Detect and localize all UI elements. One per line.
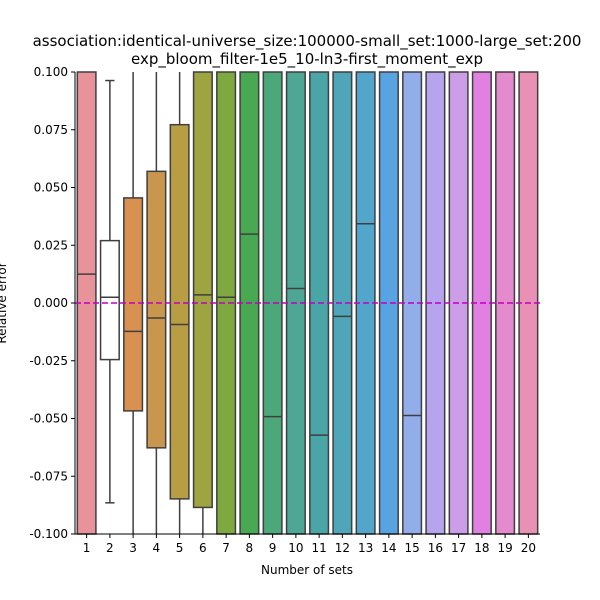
box-body xyxy=(123,197,144,412)
y-axis-label: Relative error xyxy=(0,262,9,343)
box-body xyxy=(99,239,120,361)
x-tick-label: 3 xyxy=(129,541,137,555)
box-4 xyxy=(146,72,167,534)
x-tick-label: 10 xyxy=(288,541,303,555)
x-tick-label: 12 xyxy=(335,541,350,555)
x-tick-label: 8 xyxy=(246,541,254,555)
x-tick-label: 18 xyxy=(474,541,489,555)
x-tick-label: 17 xyxy=(451,541,466,555)
box-body xyxy=(192,71,213,509)
box-2 xyxy=(99,79,120,504)
chart-title-line1: association:identical-universe_size:1000… xyxy=(33,32,582,51)
box-body xyxy=(169,123,190,500)
y-tick-label: 0.100 xyxy=(34,65,68,79)
y-tick-label: -0.075 xyxy=(29,469,68,483)
x-tick-label: 14 xyxy=(381,541,396,555)
box-series xyxy=(76,71,539,535)
x-tick-label: 1 xyxy=(83,541,91,555)
x-tick-label: 4 xyxy=(153,541,161,555)
y-tick-label: -0.100 xyxy=(29,527,68,541)
x-tick-label: 6 xyxy=(199,541,207,555)
x-tick-label: 15 xyxy=(404,541,419,555)
box-6 xyxy=(192,71,213,534)
x-tick-label: 19 xyxy=(497,541,512,555)
y-axis-ticks: -0.100 -0.075 -0.050 -0.025 0.000 0.025 0.050 0… xyxy=(29,65,75,541)
x-tick-label: 7 xyxy=(222,541,230,555)
y-tick-label: 0.050 xyxy=(34,181,68,195)
x-tick-label: 2 xyxy=(106,541,114,555)
y-tick-label: 0.075 xyxy=(34,123,68,137)
x-tick-label: 20 xyxy=(521,541,536,555)
x-tick-label: 5 xyxy=(176,541,184,555)
box-5 xyxy=(169,72,190,534)
x-axis-ticks: 1 2 3 4 5 6 7 8 9 10 11 12 13 14 15 16 17 18 19 20 xyxy=(83,534,536,555)
x-tick-label: 16 xyxy=(428,541,443,555)
box-3 xyxy=(123,72,144,534)
chart-title-line2: exp_bloom_filter-1e5_10-ln3-first_moment… xyxy=(131,50,483,69)
x-tick-label: 11 xyxy=(311,541,326,555)
x-tick-label: 13 xyxy=(358,541,373,555)
y-tick-label: 0.025 xyxy=(34,238,68,252)
axes xyxy=(74,72,540,535)
x-axis-label: Number of sets xyxy=(261,563,353,577)
y-tick-label: -0.050 xyxy=(29,412,68,426)
box-body xyxy=(146,170,167,449)
y-tick-label: -0.025 xyxy=(29,354,68,368)
x-tick-label: 9 xyxy=(269,541,277,555)
y-tick-label: 0.000 xyxy=(34,296,68,310)
